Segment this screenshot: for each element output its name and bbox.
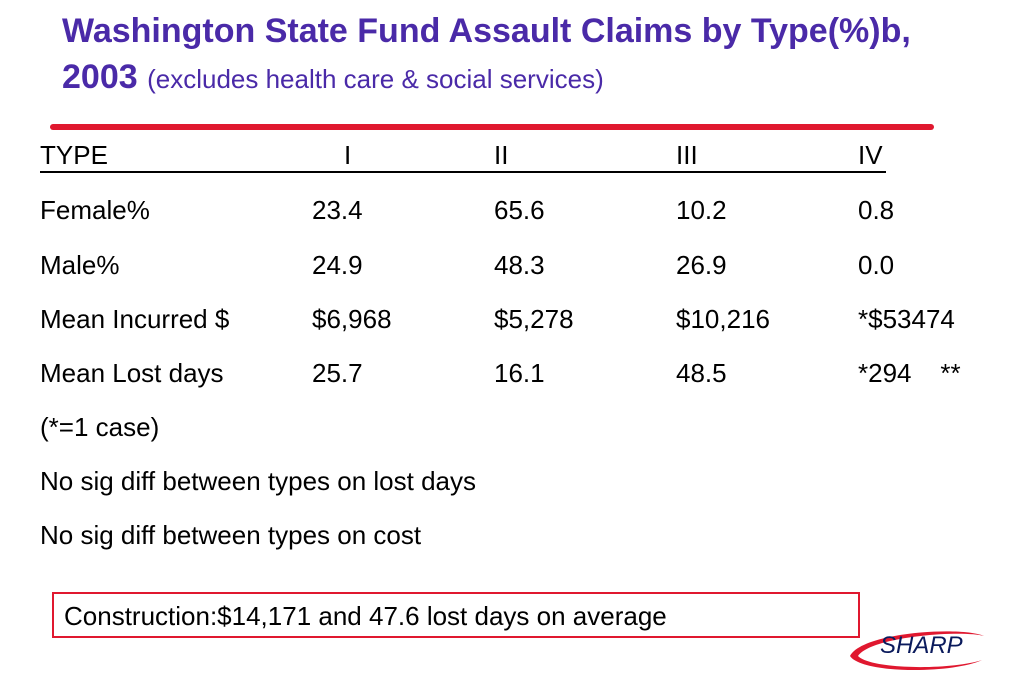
footnote-one-case: (*=1 case) bbox=[40, 412, 160, 442]
table-cell: 10.2 bbox=[676, 195, 727, 225]
table-cell: $10,216 bbox=[676, 304, 770, 334]
table-cell: $5,278 bbox=[494, 304, 574, 334]
table-header-i: I bbox=[344, 140, 352, 170]
table-cell: 25.7 bbox=[312, 358, 363, 388]
note-lost-days: No sig diff between types on lost days bbox=[40, 466, 476, 496]
table-cell: 26.9 bbox=[676, 250, 727, 280]
table-row-label: Mean Incurred $ bbox=[40, 304, 230, 334]
table-cell: *294 ** bbox=[858, 358, 961, 388]
table-cell: 65.6 bbox=[494, 195, 545, 225]
sharp-logo-text: SHARP bbox=[880, 632, 963, 659]
table-cell: 0.8 bbox=[858, 195, 895, 225]
sharp-logo bbox=[850, 631, 984, 671]
table-row-label: Mean Lost days bbox=[40, 358, 224, 388]
table-cell: 24.9 bbox=[312, 250, 363, 280]
construction-callout-text: Construction:$14,171 and 47.6 lost days … bbox=[64, 601, 667, 631]
title-main: Washington State Fund Assault Claims by … bbox=[62, 12, 911, 96]
construction-callout: Construction:$14,171 and 47.6 lost days … bbox=[52, 592, 860, 638]
note-cost: No sig diff between types on cost bbox=[40, 520, 422, 550]
table-cell: 23.4 bbox=[312, 195, 363, 225]
table-header-iv: IV bbox=[858, 140, 883, 170]
table-cell: 16.1 bbox=[494, 358, 545, 388]
table-row-label: Male% bbox=[40, 250, 120, 280]
table-header-iii: III bbox=[676, 140, 698, 170]
table-cell: 48.5 bbox=[676, 358, 727, 388]
table-cell: 48.3 bbox=[494, 250, 545, 280]
title-subtitle: (excludes health care & social services) bbox=[147, 64, 604, 94]
table-row-label: Female% bbox=[40, 195, 150, 225]
table-cell: *$53474 bbox=[858, 304, 955, 334]
table-cell: 0.0 bbox=[858, 250, 895, 280]
page-title: Washington State Fund Assault Claims by … bbox=[62, 8, 982, 102]
table-header-ii: II bbox=[494, 140, 509, 170]
table-header-type: TYPE bbox=[40, 140, 108, 170]
title-divider bbox=[50, 124, 934, 130]
table-header-underline bbox=[40, 171, 886, 173]
table-cell: $6,968 bbox=[312, 304, 392, 334]
